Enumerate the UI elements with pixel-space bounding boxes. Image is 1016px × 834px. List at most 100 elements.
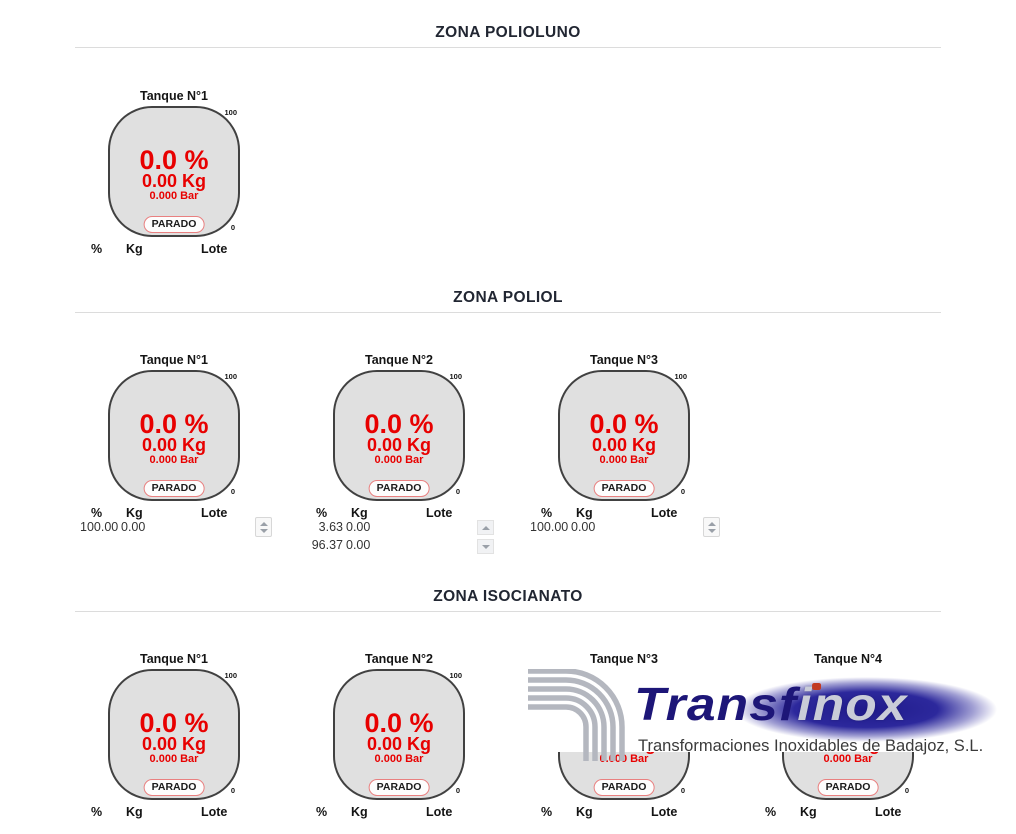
row-percent-value: 96.37: [311, 538, 343, 552]
scale-max-label: 100: [674, 372, 687, 381]
tank-shape[interactable]: 100 0 0.0 % 0.00 Kg 0.000 Bar PARADO: [108, 106, 240, 237]
tank-bar-value: 0.000 Bar: [374, 753, 424, 765]
zone-title-polioluno: ZONA POLIOLUNO: [435, 24, 581, 41]
scale-min-label: 0: [904, 786, 909, 795]
zone-title-poliol: ZONA POLIOL: [453, 289, 563, 306]
scale-min-label: 0: [680, 786, 685, 795]
logo-text-inox: inox: [797, 678, 908, 730]
status-badge: PARADO: [593, 480, 655, 497]
zone-divider: [75, 312, 941, 313]
row-percent-value: 3.63: [318, 520, 343, 534]
tank-kg-value: 0.00 Kg: [141, 171, 207, 191]
tank-shape[interactable]: 100 0 0.0 % 0.00 Kg 0.000 Bar PARADO: [108, 669, 240, 800]
col-kg: Kg: [576, 805, 593, 819]
spinner-down-icon[interactable]: [707, 528, 716, 533]
scroll-up-icon[interactable]: [481, 525, 490, 530]
col-percent: %: [541, 805, 553, 819]
tank-shape[interactable]: 100 0 0.0 % 0.00 Kg 0.000 Bar PARADO: [333, 370, 465, 501]
column-headers: % Kg Lote: [91, 506, 261, 520]
tank-percent-value: 0.0 %: [139, 145, 209, 175]
scale-max-label: 100: [224, 671, 237, 680]
col-kg: Kg: [126, 805, 143, 819]
column-headers: % Kg Lote: [541, 805, 711, 819]
logo-subtitle: Transformaciones Inoxidables de Badajoz,…: [638, 737, 984, 755]
status-badge: PARADO: [368, 480, 430, 497]
scrollbar-up-button[interactable]: [477, 520, 494, 535]
tank-shape[interactable]: 100 0 0.0 % 0.00 Kg 0.000 Bar PARADO: [333, 669, 465, 800]
scale-min-label: 0: [680, 487, 685, 496]
col-percent: %: [765, 805, 777, 819]
col-lote: Lote: [426, 506, 453, 520]
status-badge: PARADO: [593, 779, 655, 796]
col-percent: %: [316, 805, 328, 819]
col-kg: Kg: [351, 506, 368, 520]
tank-kg-value: 0.00 Kg: [141, 435, 207, 455]
column-headers: % Kg Lote: [91, 242, 261, 256]
scroll-down-icon[interactable]: [481, 544, 490, 549]
col-percent: %: [91, 506, 103, 520]
transfinox-logo: Transf inox Transformaciones Inoxidables …: [528, 667, 998, 761]
status-badge: PARADO: [368, 779, 430, 796]
tank-bar-value: 0.000 Bar: [149, 753, 199, 765]
tank-title: Tanque N°3: [590, 652, 658, 666]
tank-percent-value: 0.0 %: [139, 409, 209, 439]
tank-kg-value: 0.00 Kg: [141, 734, 207, 754]
column-headers: % Kg Lote: [316, 805, 486, 819]
tank-percent-value: 0.0 %: [589, 409, 659, 439]
col-lote: Lote: [201, 506, 228, 520]
spinner-up-icon[interactable]: [707, 521, 716, 526]
status-badge: PARADO: [143, 480, 205, 497]
col-kg: Kg: [126, 506, 143, 520]
col-percent: %: [91, 805, 103, 819]
pipe-elbow-icon: [528, 669, 625, 761]
table-row: 3.63 0.00: [305, 520, 475, 534]
column-headers: % Kg Lote: [316, 506, 486, 520]
scale-min-label: 0: [230, 786, 235, 795]
logo-text-transf: Transf: [634, 678, 798, 730]
tank-shape[interactable]: 100 0 0.0 % 0.00 Kg 0.000 Bar PARADO: [108, 370, 240, 501]
col-kg: Kg: [126, 242, 143, 256]
zone-title-isocianato: ZONA ISOCIANATO: [433, 588, 583, 605]
tank-percent-value: 0.0 %: [364, 409, 434, 439]
column-headers: % Kg Lote: [541, 506, 711, 520]
tank-kg-value: 0.00 Kg: [591, 435, 657, 455]
row-percent-value: 100.00: [80, 520, 119, 534]
row-spinner[interactable]: [255, 517, 272, 537]
tank-title: Tanque N°2: [365, 652, 433, 666]
tank-shape[interactable]: 100 0 0.0 % 0.00 Kg 0.000 Bar PARADO: [558, 370, 690, 501]
col-percent: %: [316, 506, 328, 520]
col-kg: Kg: [576, 506, 593, 520]
col-lote: Lote: [651, 506, 678, 520]
col-lote: Lote: [651, 805, 678, 819]
row-spinner[interactable]: [703, 517, 720, 537]
col-percent: %: [541, 506, 553, 520]
tank-title: Tanque N°3: [590, 353, 658, 367]
logo-blue-band: [735, 677, 997, 742]
table-row: 100.00 0.00: [530, 520, 700, 534]
scale-min-label: 0: [455, 487, 460, 496]
table-row: 96.37 0.00: [305, 538, 475, 552]
row-kg-value: 0.00: [346, 520, 371, 534]
tank-bar-value: 0.000 Bar: [374, 454, 424, 466]
tank-bar-value: 0.000 Bar: [149, 454, 199, 466]
status-badge: PARADO: [143, 216, 205, 233]
status-badge: PARADO: [817, 779, 879, 796]
table-row: 100.00 0.00: [80, 520, 250, 534]
scale-max-label: 100: [449, 372, 462, 381]
tank-title: Tanque N°2: [365, 353, 433, 367]
col-lote: Lote: [201, 242, 228, 256]
spinner-down-icon[interactable]: [259, 528, 268, 533]
col-percent: %: [91, 242, 103, 256]
tank-title: Tanque N°1: [140, 89, 208, 103]
scale-max-label: 100: [224, 108, 237, 117]
logo-wordmark: Transf inox: [634, 679, 908, 729]
scale-min-label: 0: [230, 223, 235, 232]
tank-title: Tanque N°1: [140, 353, 208, 367]
tank-percent-value: 0.0 %: [364, 708, 434, 738]
column-headers: % Kg Lote: [91, 805, 261, 819]
scrollbar-down-button[interactable]: [477, 539, 494, 554]
scale-min-label: 0: [455, 786, 460, 795]
tank-percent-value: 0.0 %: [139, 708, 209, 738]
spinner-up-icon[interactable]: [259, 521, 268, 526]
